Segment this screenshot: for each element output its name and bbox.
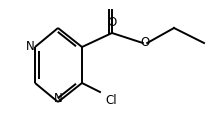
Text: N: N xyxy=(26,40,35,54)
Text: O: O xyxy=(107,15,117,29)
Text: N: N xyxy=(54,92,62,105)
Text: O: O xyxy=(140,36,150,50)
Text: Cl: Cl xyxy=(105,94,117,107)
